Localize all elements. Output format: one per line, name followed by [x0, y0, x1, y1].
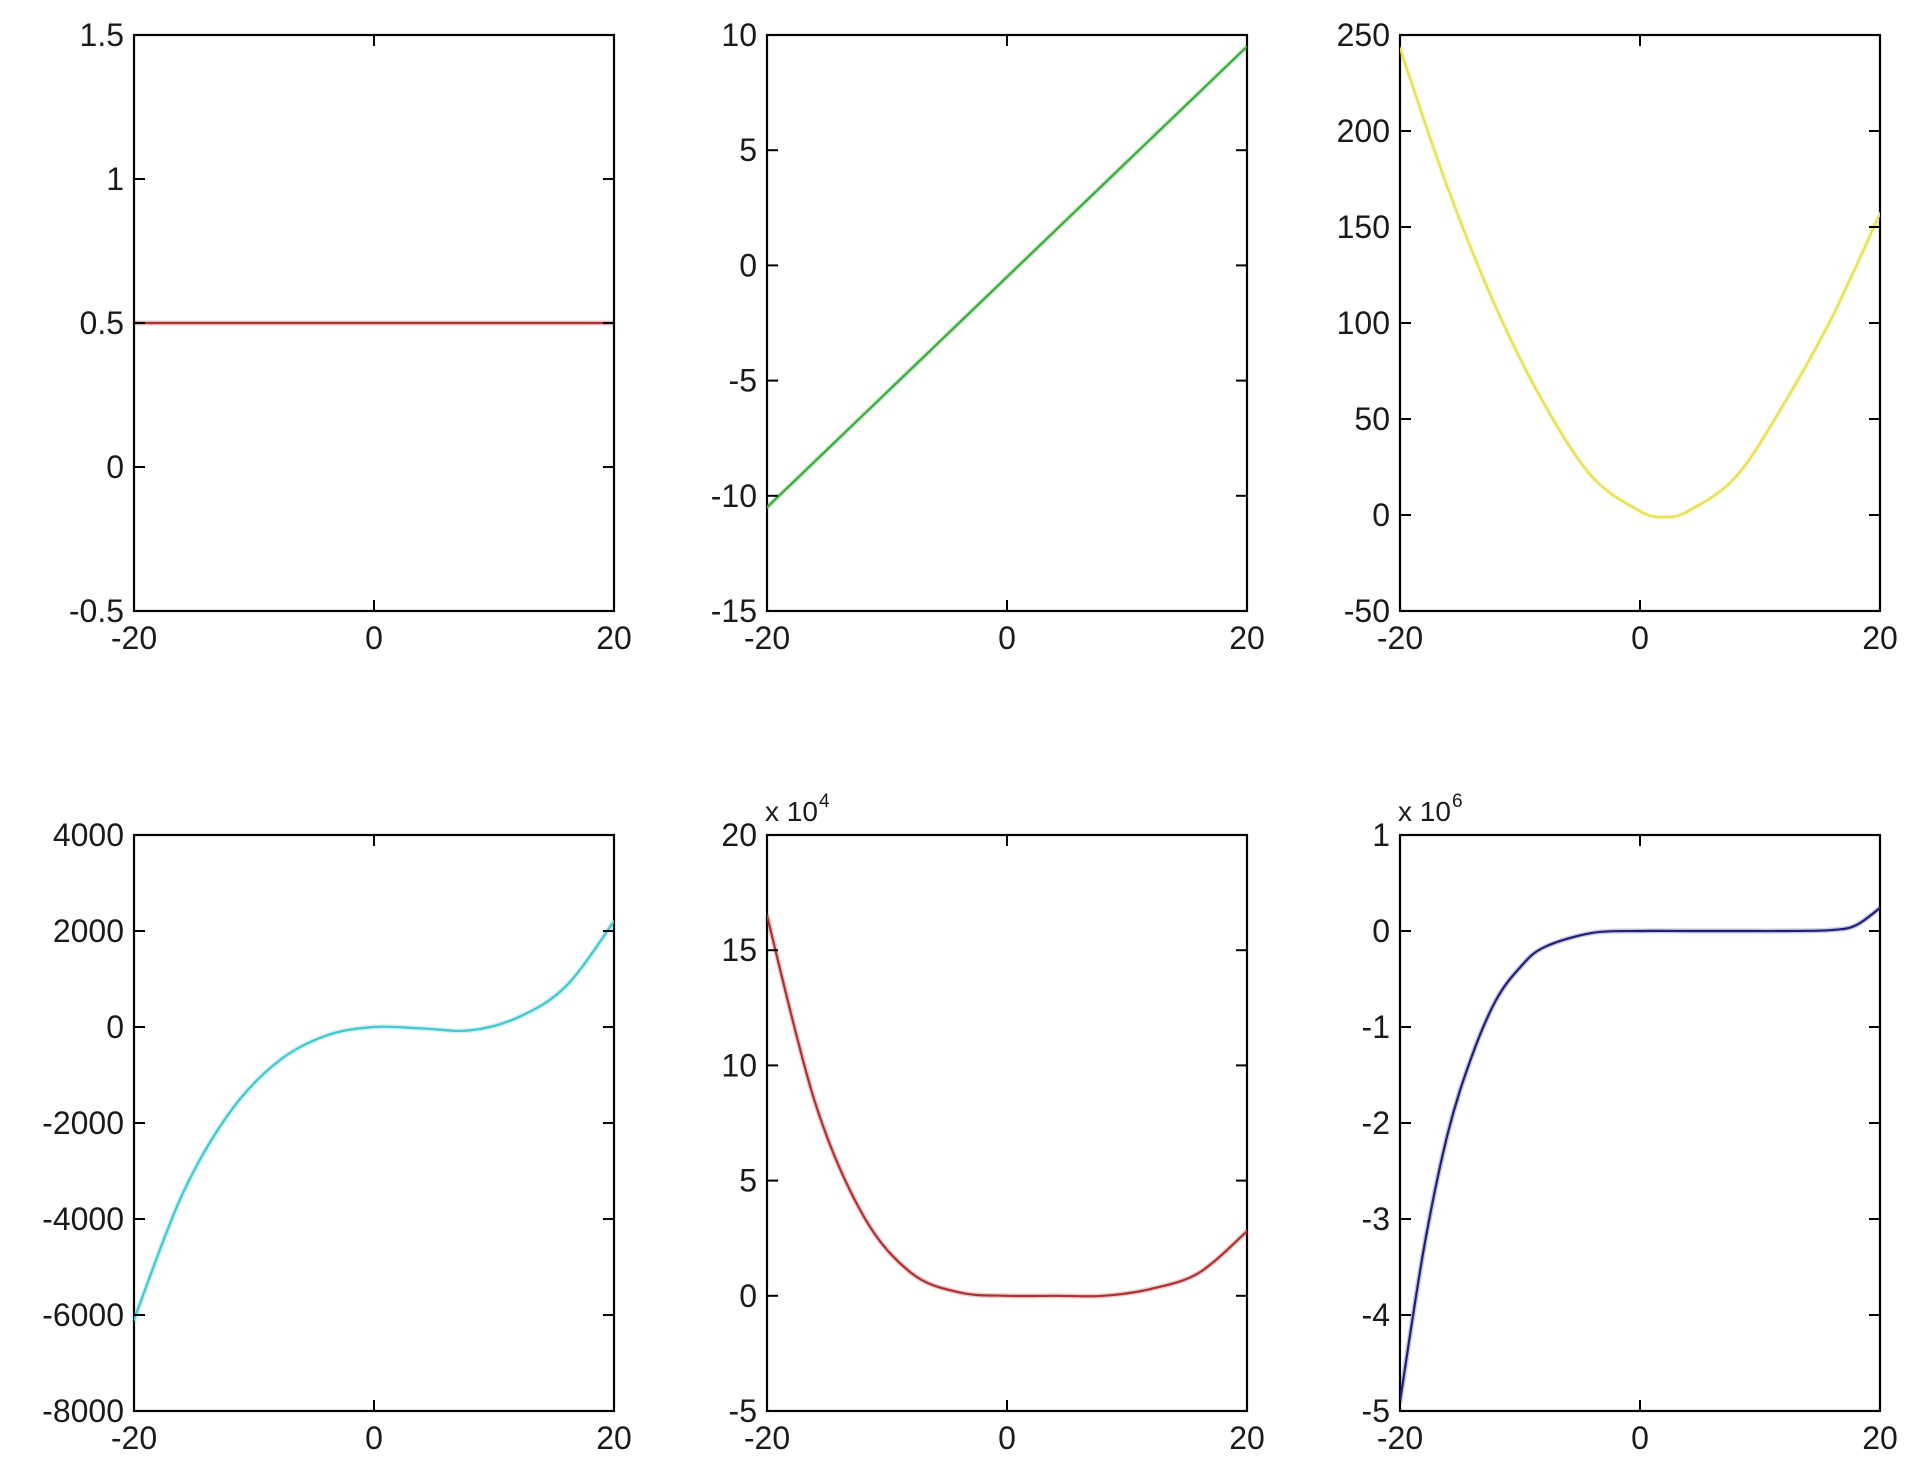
- plot-area: [765, 833, 1249, 1413]
- x-tick-label: 20: [596, 620, 632, 656]
- y-tick-label: 10: [721, 17, 757, 53]
- y-tick-label: 1: [1372, 817, 1390, 853]
- y-tick-label: 2000: [53, 913, 124, 949]
- x-tick-label: -20: [744, 620, 790, 656]
- x-tick-label: -20: [111, 1420, 157, 1456]
- y-tick-label: -5: [729, 363, 757, 399]
- y-tick-label: 200: [1337, 113, 1390, 149]
- y-tick-label: 5: [739, 132, 757, 168]
- subplot-6: -20 0 20 -5 -4 -3 -2 -1 0 1 x 10 6: [1362, 791, 1898, 1456]
- y-tick-label: 0: [739, 247, 757, 283]
- y-tick-label: 50: [1354, 401, 1390, 437]
- x-tick-label: 0: [365, 620, 383, 656]
- plot-area: [765, 33, 1249, 613]
- y-tick-label: 10: [721, 1047, 757, 1083]
- y-tick-label: 0: [739, 1278, 757, 1314]
- plot-area: [132, 833, 616, 1413]
- y-exponent-label: x 10: [1398, 796, 1451, 827]
- series-line: [134, 920, 614, 1321]
- x-tick-label: -20: [1377, 620, 1423, 656]
- x-tick-label: 0: [1631, 1420, 1649, 1456]
- x-tick-label: 20: [1229, 620, 1265, 656]
- series-line: [767, 914, 1247, 1298]
- y-tick-label: 0: [1372, 497, 1390, 533]
- y-tick-label: 0: [1372, 913, 1390, 949]
- x-tick-label: 20: [1862, 620, 1898, 656]
- y-tick-label: 0: [106, 1009, 124, 1045]
- plot-area: [1398, 833, 1882, 1413]
- y-tick-label: -2000: [42, 1105, 124, 1141]
- x-tick-label: -20: [1377, 1420, 1423, 1456]
- x-tick-label: 0: [1631, 620, 1649, 656]
- y-tick-label: -0.5: [69, 593, 124, 629]
- y-tick-label: -8000: [42, 1393, 124, 1429]
- x-tick-label: 0: [998, 620, 1016, 656]
- y-tick-label: 1.5: [80, 17, 124, 53]
- x-tick-label: 20: [1862, 1420, 1898, 1456]
- y-tick-label: 0: [106, 449, 124, 485]
- subplot-5: -20 0 20 -5 0 5 10 15 20 x 10 4: [721, 791, 1264, 1456]
- y-tick-label: -3: [1362, 1201, 1390, 1237]
- subplot-4: -20 0 20 -8000 -6000 -4000 -2000 0 2000 4000: [42, 817, 632, 1456]
- y-tick-label: -1: [1362, 1009, 1390, 1045]
- y-exponent-power: 6: [1452, 791, 1463, 812]
- series-line: [1400, 47, 1880, 519]
- y-tick-label: 15: [721, 932, 757, 968]
- y-tick-label: 150: [1337, 209, 1390, 245]
- y-tick-label: -50: [1344, 593, 1390, 629]
- y-tick-label: 1: [106, 161, 124, 197]
- x-tick-label: 0: [998, 1420, 1016, 1456]
- subplot-1: -20 0 20 -0.5 0 0.5 1 1.5: [69, 17, 632, 656]
- x-tick-label: 0: [365, 1420, 383, 1456]
- y-tick-label: -5: [729, 1393, 757, 1429]
- x-tick-label: -20: [744, 1420, 790, 1456]
- y-tick-label: 20: [721, 817, 757, 853]
- plot-area: [1398, 33, 1882, 613]
- y-tick-label: -10: [711, 478, 757, 514]
- y-tick-label: -15: [711, 593, 757, 629]
- series-line: [1400, 906, 1880, 1403]
- y-exponent-label: x 10: [765, 796, 818, 827]
- y-tick-label: 5: [739, 1163, 757, 1199]
- subplot-2: -20 0 20 -15 -10 -5 0 5 10: [711, 17, 1265, 656]
- x-tick-label: -20: [111, 620, 157, 656]
- y-tick-label: -4: [1362, 1297, 1390, 1333]
- y-tick-label: 100: [1337, 305, 1390, 341]
- subplot-3: -20 0 20 -50 0 50 100 150 200 250: [1337, 17, 1898, 656]
- y-tick-label: 250: [1337, 17, 1390, 53]
- y-tick-label: -4000: [42, 1201, 124, 1237]
- x-tick-label: 20: [596, 1420, 632, 1456]
- x-tick-label: 20: [1229, 1420, 1265, 1456]
- y-exponent-power: 4: [819, 791, 830, 812]
- y-tick-label: 4000: [53, 817, 124, 853]
- series-line: [767, 45, 1247, 509]
- y-tick-label: -5: [1362, 1393, 1390, 1429]
- y-tick-label: -6000: [42, 1297, 124, 1333]
- y-tick-label: -2: [1362, 1105, 1390, 1141]
- y-tick-label: 0.5: [80, 305, 124, 341]
